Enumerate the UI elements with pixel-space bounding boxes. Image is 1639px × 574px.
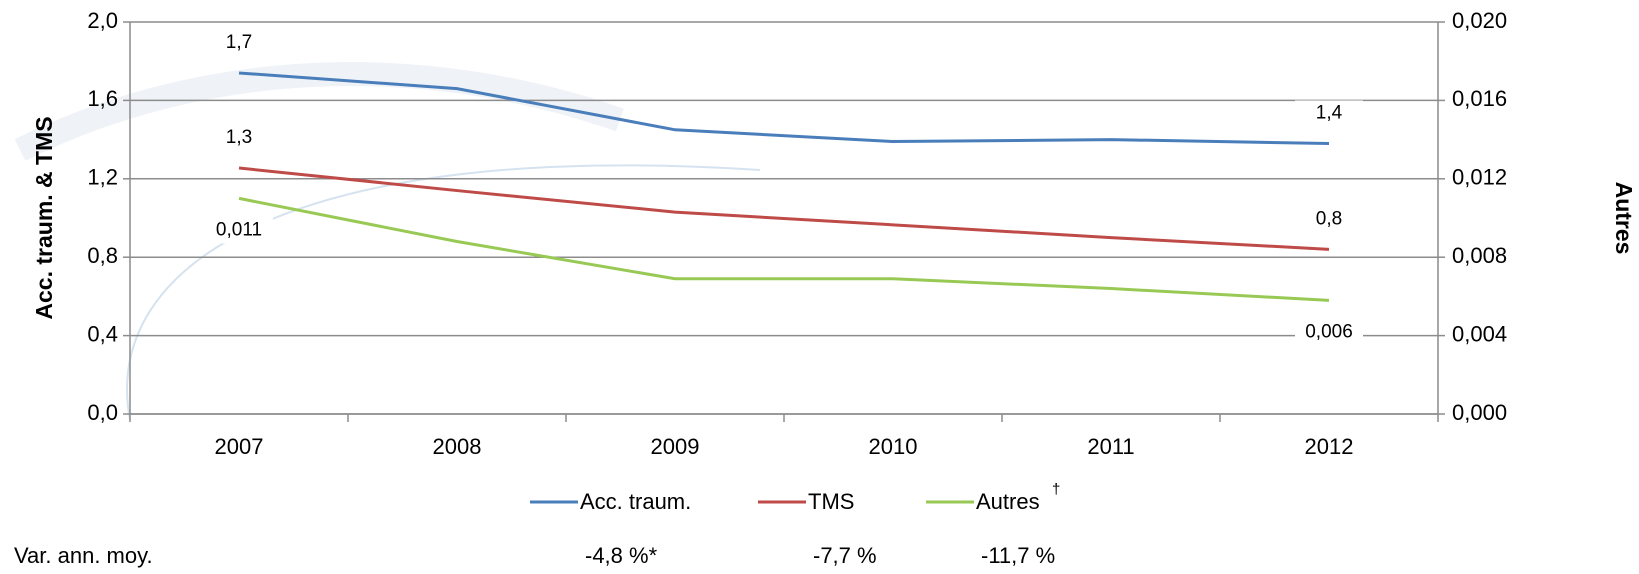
y-tick-label: 1,6: [87, 86, 118, 111]
decoration: [14, 62, 624, 161]
legend-label: Autres: [976, 489, 1040, 514]
y2-tick-label: 0,020: [1452, 8, 1507, 33]
data-label: 1,3: [226, 127, 252, 148]
y2-tick-label: 0,016: [1452, 86, 1507, 111]
data-label: 1,7: [226, 32, 252, 53]
legend-change: -4,8 %*: [585, 543, 658, 568]
y2-tick-label: 0,008: [1452, 243, 1507, 268]
line-series: [238, 166, 1330, 251]
line-series: [238, 71, 1330, 146]
legend-title: Var. ann. moy.: [14, 543, 153, 568]
y-axis-title: Acc. traum. & TMS: [31, 116, 57, 319]
y2-tick-label: 0,012: [1452, 165, 1507, 190]
y2-tick-label: 0,004: [1452, 321, 1507, 346]
x-tick-label: 2012: [1305, 434, 1354, 459]
y-tick-label: 2,0: [87, 8, 118, 33]
data-label-bg: [205, 217, 273, 244]
data-label-bg: [1295, 319, 1363, 346]
y-tick-label: 1,2: [87, 165, 118, 190]
line-series: [238, 196, 1330, 302]
data-label-bg: [1295, 206, 1363, 233]
data-label: 0,006: [1305, 321, 1353, 342]
y2-axis-title: Autres: [1611, 182, 1637, 255]
x-tick-label: 2010: [869, 434, 918, 459]
data-label: 0,011: [216, 219, 262, 240]
data-label: 0,8: [1316, 208, 1342, 229]
legend-note-mark: †: [1052, 481, 1060, 498]
x-tick-label: 2008: [433, 434, 482, 459]
y-tick-label: 0,4: [87, 321, 118, 346]
x-tick-label: 2009: [651, 434, 700, 459]
y-tick-label: 0,8: [87, 243, 118, 268]
legend-label: Acc. traum.: [580, 489, 691, 514]
legend-change: -11,7 %: [981, 543, 1055, 568]
legend-label: TMS: [808, 489, 854, 514]
decoration: [126, 164, 761, 421]
legend-change: -7,7 %: [813, 543, 877, 568]
x-tick-label: 2007: [215, 434, 264, 459]
x-tick-label: 2011: [1087, 434, 1134, 459]
y-tick-label: 0,0: [87, 400, 118, 425]
data-label-bg: [205, 125, 273, 152]
y2-tick-label: 0,000: [1452, 400, 1507, 425]
data-label-bg: [1295, 100, 1363, 127]
data-label: 1,4: [1316, 103, 1343, 124]
data-label-bg: [205, 29, 273, 56]
